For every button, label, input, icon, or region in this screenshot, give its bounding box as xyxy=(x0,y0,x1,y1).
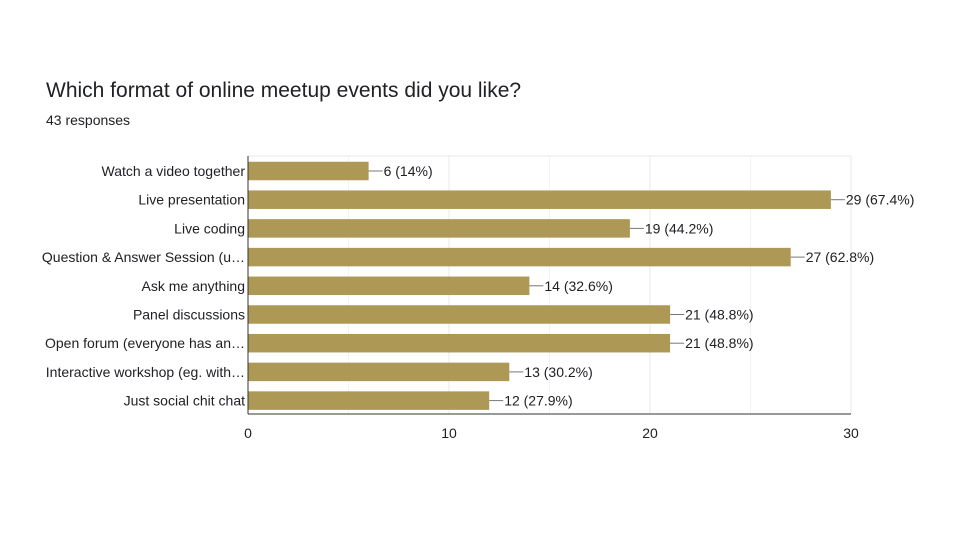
category-label: Live presentation xyxy=(138,192,245,208)
data-label: 21 (48.8%) xyxy=(685,307,753,323)
x-tick-label: 20 xyxy=(642,425,658,441)
category-label: Just social chit chat xyxy=(124,393,245,409)
bar xyxy=(248,219,630,238)
data-label: 29 (67.4%) xyxy=(846,192,914,208)
category-label: Open forum (everyone has an… xyxy=(45,335,245,351)
data-label: 13 (30.2%) xyxy=(524,364,592,380)
bar xyxy=(248,276,530,296)
bar xyxy=(248,333,671,353)
category-label: Panel discussions xyxy=(133,307,245,323)
x-tick-label: 0 xyxy=(244,425,252,441)
data-label: 14 (32.6%) xyxy=(544,278,612,294)
category-label: Interactive workshop (eg. with… xyxy=(46,364,245,380)
bar xyxy=(248,362,510,382)
data-label: 12 (27.9%) xyxy=(504,393,572,409)
data-label: 6 (14%) xyxy=(384,163,433,179)
data-label: 27 (62.8%) xyxy=(806,249,874,265)
category-label: Ask me anything xyxy=(142,278,246,294)
category-label: Live coding xyxy=(174,220,245,236)
bar xyxy=(248,305,671,324)
label-layer: Watch a video together 6 (14%) Live presen… xyxy=(42,163,914,409)
bar-layer xyxy=(248,161,831,410)
bar xyxy=(248,391,490,410)
x-tick-label: 30 xyxy=(843,425,859,441)
response-count: 43 responses xyxy=(46,112,131,128)
bar xyxy=(248,190,831,209)
category-label: Watch a video together xyxy=(102,163,246,179)
category-label: Question & Answer Session (u… xyxy=(42,249,245,265)
bar xyxy=(248,247,791,267)
axis-layer: 0 10 20 30 xyxy=(244,156,859,441)
x-tick-label: 10 xyxy=(441,425,457,441)
chart-title: Which format of online meetup events did… xyxy=(46,79,522,102)
bar xyxy=(248,161,369,181)
data-label: 19 (44.2%) xyxy=(645,220,713,236)
data-label: 21 (48.8%) xyxy=(685,335,753,351)
